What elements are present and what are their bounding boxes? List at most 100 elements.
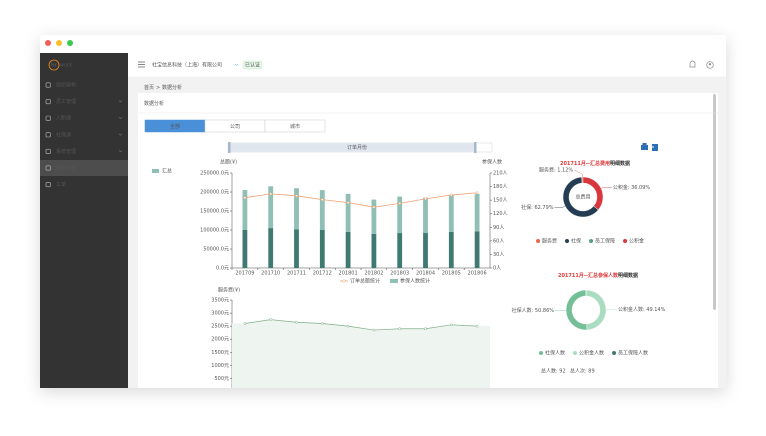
print-icon[interactable] [641,143,648,150]
company-name[interactable]: 社宝信息科技（上海）有限公司 [152,62,222,69]
line-point [424,197,427,201]
sidebar [40,53,128,388]
company-dropdown[interactable] [234,63,239,66]
expand-arrow [118,100,123,103]
y2-tick-label: 210人 [493,171,508,177]
x-tick-label: 201802 [364,271,383,277]
line [244,192,478,208]
breadcrumb: 首页 [144,84,154,91]
y2-tick-label: 90人 [493,225,504,231]
bar [319,230,325,268]
active-item [40,160,128,176]
label-leader [601,187,612,189]
area-point [372,328,376,332]
legend-dot [536,239,540,243]
line-point [475,191,479,195]
menu-item[interactable]: 员工管理 [56,98,76,105]
x-tick-label: 201711 [287,271,306,277]
area-line [244,319,478,331]
legend-label: 社保人数 [545,350,565,357]
label-leader [554,205,566,208]
page-title: 数据分析 [144,100,164,107]
expand-arrow [118,150,123,153]
badge-bg [242,60,263,70]
line-point [346,201,350,204]
area-point [449,323,453,327]
legend-dot [623,239,628,243]
legend-label: 公积金人数 [579,350,604,357]
x-tick-label: 201805 [442,271,461,277]
area-point [269,318,273,321]
item-icon [45,82,51,88]
menu-item[interactable]: 社保通 [56,131,71,138]
legend-swatch [390,279,398,283]
legend-title: 汇总 [162,168,172,175]
scrollbar[interactable] [713,94,716,310]
line-point [449,193,453,197]
area-y-title: 服务费(¥) [218,287,240,294]
menu-item[interactable]: 入职通 [56,115,71,122]
y-tick-label: 50000.0元 [203,247,229,253]
y2-tick-label: 180人 [493,184,508,190]
menu-item[interactable]: 组织架构 [56,82,76,89]
menu-item[interactable]: 系统管理 [56,148,76,155]
donut-center: 总费用 [575,194,590,201]
minimize-dot[interactable] [56,40,62,46]
y2-tick-label: 30人 [493,252,504,258]
item-icon [45,182,51,188]
legend-label: 服务费 [542,238,557,245]
line-point [243,196,247,200]
menu-icon[interactable] [138,61,145,68]
legend-label: 参保人数统计 [400,278,430,285]
item-icon [45,148,51,154]
breadcrumb: 数据分析 [162,84,182,91]
legend-label: 社保 [571,238,581,245]
line-point [372,205,376,209]
menu-item[interactable]: 数据分析 [56,165,76,172]
bar [319,190,325,230]
export-icon[interactable] [650,144,658,151]
slice-label: 服务费: 1.12% [539,167,573,174]
slice-label: 社保人数: 50.86% [512,307,555,314]
legend-swatch [152,169,159,173]
close-dot[interactable] [45,40,51,46]
area-y-tick-label: 2500元 [211,324,229,330]
donut-title: 201711月--汇总费用明细数据 [560,160,630,167]
legend-dot [573,351,578,355]
x-tick-label: 201710 [261,271,280,277]
slice-label: 社保: 62.79% [521,204,554,211]
area-y-tick-label: 1000元 [211,363,229,369]
logo-mark: hr [51,63,58,69]
bar [294,188,299,230]
legend-dot [565,239,570,243]
line-point [269,192,273,196]
y-tick-label: 200000.0元 [200,190,229,196]
y2-axis-title: 参保人数 [482,159,502,166]
bar [448,231,454,268]
bell-icon[interactable] [689,60,696,68]
area-y-tick-label: 2000元 [211,337,229,343]
y2-tick-label: 0人 [493,266,501,272]
y-tick-label: 250000.0元 [200,171,229,177]
bar [474,193,480,232]
area-point [243,322,247,325]
slice-label: 公积金人数: 49.14% [618,306,666,313]
bar [371,233,377,268]
y-tick-label: 150000.0元 [200,209,229,215]
bar [242,190,248,230]
area-y-tick-label: 3000元 [211,311,229,317]
range-handle[interactable] [228,142,231,153]
area-point [475,324,479,328]
menu-item[interactable]: 工单 [56,181,66,188]
maximize-dot[interactable] [67,40,73,46]
expand-arrow [118,133,123,136]
tab-label: 城市 [290,123,300,130]
legend-dot [589,239,594,243]
bar [268,186,274,229]
label-leader [574,169,583,178]
legend-label: 员工保障 [595,238,615,245]
range-handle[interactable] [474,142,477,153]
user-icon[interactable] [706,61,714,69]
tab[interactable] [264,119,326,133]
